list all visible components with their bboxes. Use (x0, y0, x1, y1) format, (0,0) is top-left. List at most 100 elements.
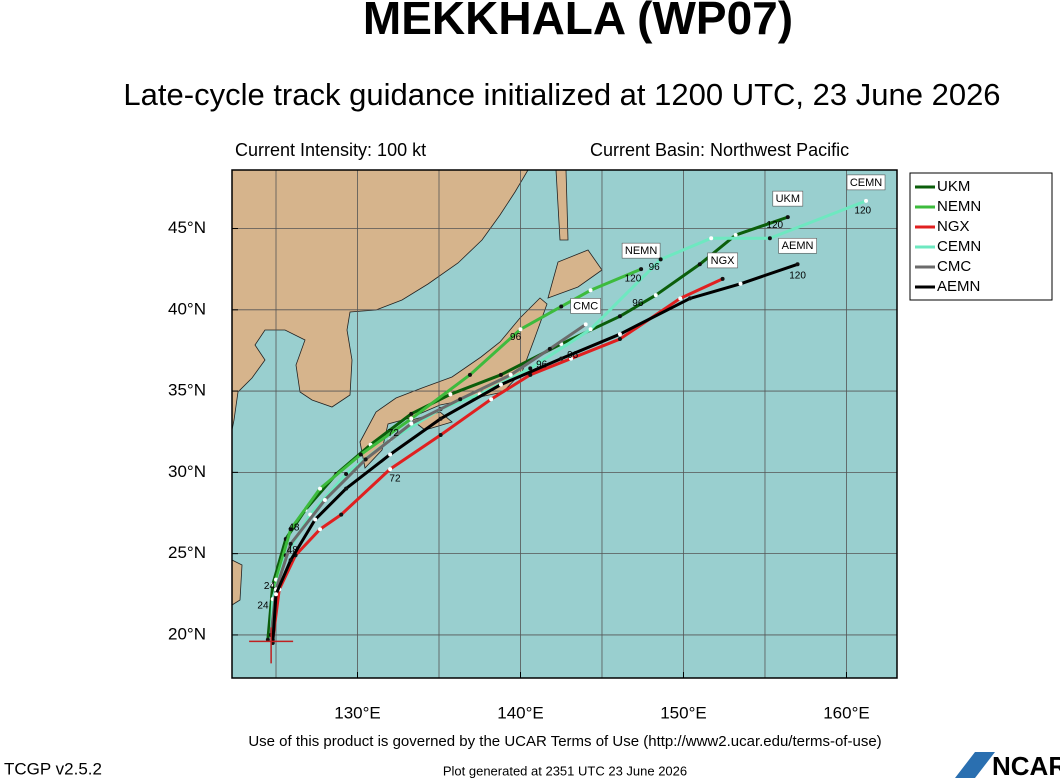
track-point (583, 322, 588, 327)
track-label-box (570, 298, 601, 314)
track-point (738, 281, 743, 286)
track-point (678, 296, 683, 301)
terms: Use of this product is governed by the U… (248, 733, 881, 750)
legend-label: CMC (937, 258, 971, 275)
y-tick-label: 40°N (168, 299, 206, 318)
track-point (409, 416, 414, 421)
track-point (569, 356, 574, 361)
track-point (547, 346, 552, 351)
track-label-box (621, 242, 661, 259)
track-point (288, 558, 293, 563)
track-point (409, 421, 414, 426)
track-point (653, 293, 658, 298)
logo: NCAR (992, 751, 1060, 780)
track-point (288, 541, 293, 546)
track-point (767, 236, 772, 241)
tracks: UKM NEMN NGX CEMN CMC AEMN 120 120 96 96 120 120 96 9… (257, 174, 886, 646)
hour-label: 96 (567, 350, 579, 361)
track-point (438, 416, 443, 421)
track-point (409, 411, 414, 416)
track-point (588, 327, 593, 332)
track-point (318, 527, 323, 532)
track-point (617, 337, 622, 342)
track-point (498, 382, 503, 387)
track-point (785, 215, 790, 220)
x-tick-label: 140°E (497, 703, 544, 722)
track-point (697, 262, 702, 267)
legend-label: AEMN (937, 278, 980, 295)
track-label-box (707, 252, 738, 269)
track-point (688, 296, 693, 301)
land (232, 170, 603, 606)
track-label: CMC (573, 300, 598, 312)
hour-label: 120 (854, 205, 871, 216)
track-point (458, 397, 463, 402)
track-label: NEMN (625, 245, 657, 257)
hour-label: 48 (287, 545, 299, 556)
track-point (733, 233, 738, 238)
track-point (709, 236, 714, 241)
track-point (448, 392, 453, 397)
track-point (559, 356, 564, 361)
track-point (467, 372, 472, 377)
track (269, 323, 587, 636)
track-point (270, 582, 275, 587)
track-point (438, 432, 443, 437)
hour-label: 24 (264, 581, 276, 592)
track-point (639, 267, 644, 272)
track-point (489, 397, 494, 402)
track-point (322, 497, 327, 502)
hour-label: 48 (288, 522, 300, 533)
current-position (249, 627, 294, 664)
track-label: UKM (776, 193, 800, 205)
track-label-box (772, 190, 804, 207)
track-point (518, 327, 523, 332)
legend-label: UKM (937, 178, 970, 195)
hour-label: 120 (625, 274, 642, 285)
hour-label: 96 (649, 262, 661, 273)
intensity: Current Intensity: 100 kt (235, 140, 426, 160)
x-tick-label: 160°E (823, 703, 870, 722)
hour-label: 120 (789, 270, 806, 281)
y-tick-label: 30°N (168, 462, 206, 481)
track-point (388, 467, 393, 472)
track-point (288, 527, 293, 532)
track-point (318, 486, 323, 491)
track-point (498, 372, 503, 377)
y-tick-label: 25°N (168, 543, 206, 562)
track-point (720, 276, 725, 281)
legend-label: CEMN (937, 238, 981, 255)
track-point (528, 366, 533, 371)
hour-label: 96 (632, 298, 644, 309)
hour-label: 72 (389, 474, 401, 485)
logo-mark (955, 752, 995, 778)
track-label: CEMN (850, 177, 882, 189)
track-label-box (846, 174, 886, 191)
x-tick-label: 130°E (334, 703, 381, 722)
track-point (358, 452, 363, 457)
version: TCGP v2.5.2 (4, 759, 102, 778)
x-tick-label: 150°E (660, 703, 707, 722)
track-point (559, 304, 564, 309)
y-tick-label: 20°N (168, 624, 206, 643)
hour-label: 24 (257, 600, 269, 611)
subtitle: Late-cycle track guidance initialized at… (123, 77, 1000, 112)
hour-label: 96 (510, 332, 522, 343)
track-point (617, 332, 622, 337)
generated: Plot generated at 2351 UTC 23 June 2026 (443, 763, 687, 778)
track-point (363, 457, 368, 462)
hour-label: 96 (536, 360, 548, 371)
basin: Current Basin: Northwest Pacific (590, 140, 849, 160)
track-label-box (778, 237, 817, 254)
track-label: NGX (711, 255, 736, 267)
legend: UKM NEMN NGX CEMN CMC AEMN (915, 178, 981, 295)
legend-label: NEMN (937, 198, 981, 215)
track-point (339, 512, 344, 517)
track-point (344, 471, 349, 476)
legend-box (909, 172, 1053, 301)
track-point (864, 198, 869, 203)
axes: 130°E 140°E 150°E 160°E 20°N 25°N 30°N 35°N 40°N… (168, 218, 870, 722)
track-point (344, 486, 349, 491)
track-point (617, 314, 622, 319)
